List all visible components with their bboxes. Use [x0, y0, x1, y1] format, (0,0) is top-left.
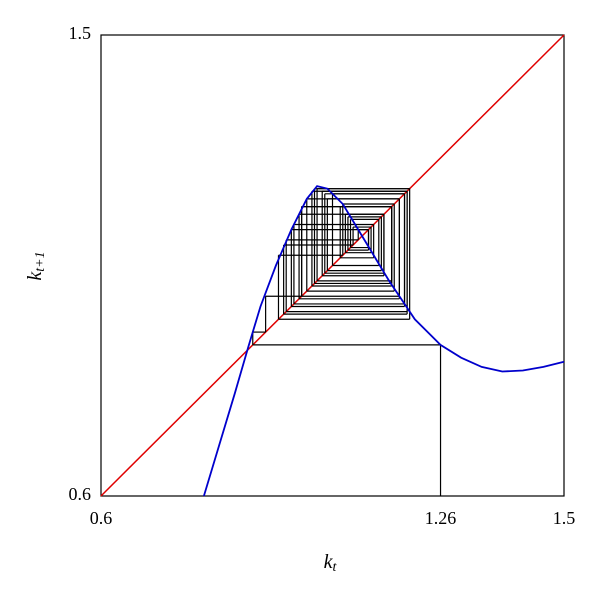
x-tick-label: 0.6	[90, 508, 113, 528]
y-axis-label: kt+1	[24, 251, 49, 280]
x-label-sub: t	[333, 560, 338, 575]
x-label-main: k	[324, 551, 334, 573]
x-tick-label: 1.5	[553, 508, 576, 528]
x-axis-label: kt	[324, 551, 338, 576]
x-tick-label: 1.26	[425, 508, 457, 528]
plot-frame	[100, 34, 565, 497]
y-label-main: k	[24, 271, 46, 281]
map-curve	[203, 185, 565, 497]
y-label-sub: t+1	[33, 251, 48, 271]
y-tick-label: 0.6	[69, 484, 92, 504]
y-tick-label: 1.5	[69, 23, 92, 43]
